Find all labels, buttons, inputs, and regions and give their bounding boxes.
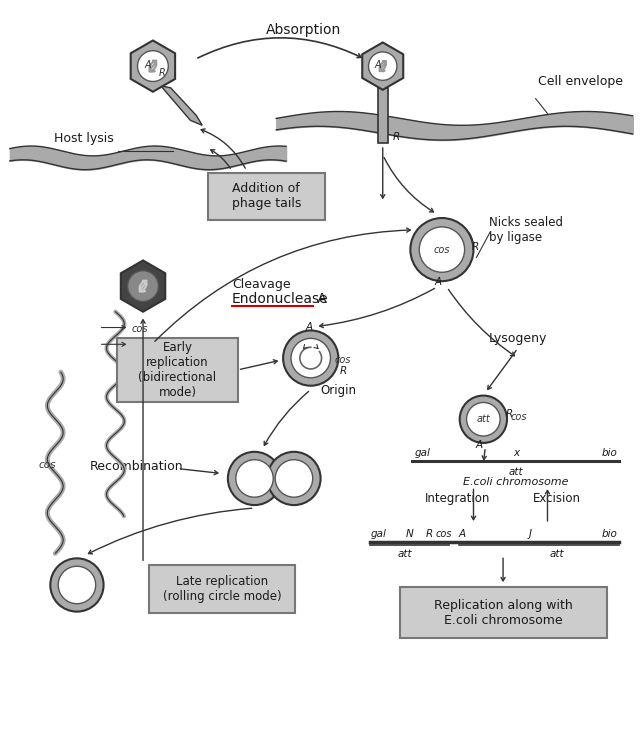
Text: A: A [305,321,312,331]
Text: gal: gal [414,447,430,458]
Polygon shape [131,40,175,92]
FancyBboxPatch shape [399,587,607,638]
Text: cos: cos [131,337,148,347]
Polygon shape [160,86,202,126]
FancyBboxPatch shape [208,172,325,220]
Text: Endonuclease: Endonuclease [232,292,329,306]
Circle shape [275,460,313,497]
Text: Nicks sealed
by ligase: Nicks sealed by ligase [489,216,563,244]
Text: Integration: Integration [425,492,490,504]
Circle shape [128,271,159,301]
Text: cos: cos [335,355,352,365]
Text: A: A [375,60,381,70]
Text: R: R [159,67,165,77]
Text: att: att [397,550,412,559]
Text: gal: gal [371,529,386,539]
Text: N: N [406,529,413,539]
Polygon shape [377,88,388,143]
Text: att: att [550,550,565,559]
Circle shape [50,558,103,612]
Circle shape [228,452,281,505]
Circle shape [419,227,465,272]
Circle shape [58,566,96,604]
Circle shape [291,339,331,378]
Text: Excision: Excision [534,492,582,504]
Text: cos: cos [436,529,452,539]
Circle shape [369,52,397,80]
Polygon shape [121,261,165,312]
Text: Recombination: Recombination [89,460,183,473]
Text: Early
replication
(bidirectional
mode): Early replication (bidirectional mode) [139,342,216,399]
Text: x: x [513,447,519,458]
Text: R: R [340,366,347,376]
Text: cos: cos [434,245,450,255]
Text: Late replication
(rolling circle mode): Late replication (rolling circle mode) [162,575,281,603]
Circle shape [467,402,500,436]
Polygon shape [362,42,403,90]
Text: Origin: Origin [320,384,356,397]
Text: Addition of
phage tails: Addition of phage tails [232,182,301,210]
FancyBboxPatch shape [149,565,295,612]
Text: att: att [508,466,523,477]
Text: bio: bio [602,529,618,539]
Text: Cell envelope: Cell envelope [537,75,623,88]
Text: bio: bio [602,447,618,458]
Circle shape [137,50,168,82]
Text: cos: cos [39,460,56,470]
Text: cos: cos [511,412,528,422]
Text: Lysogeny: Lysogeny [489,332,547,345]
Text: cos: cos [131,325,148,334]
Text: A: A [435,277,442,287]
Text: R: R [472,242,479,252]
Text: E.coli chromosome: E.coli chromosome [463,477,569,488]
Text: R: R [505,410,512,419]
Text: R: R [393,132,400,142]
Circle shape [236,460,273,497]
Circle shape [267,452,320,505]
Text: R: R [426,529,433,539]
Text: Cleavage: Cleavage [232,277,290,291]
Text: A: A [458,529,465,539]
Text: Absorption: Absorption [266,23,342,36]
Text: A: A [144,60,151,70]
Text: J: J [528,529,531,539]
Circle shape [283,331,338,385]
Text: A: A [476,440,483,450]
FancyBboxPatch shape [117,339,238,402]
Text: att: att [476,414,490,424]
Text: A: A [313,292,327,306]
Circle shape [410,218,474,281]
Text: Replication along with
E.coli chromosome: Replication along with E.coli chromosome [434,599,573,626]
Text: Host lysis: Host lysis [54,131,114,145]
Circle shape [460,396,507,443]
